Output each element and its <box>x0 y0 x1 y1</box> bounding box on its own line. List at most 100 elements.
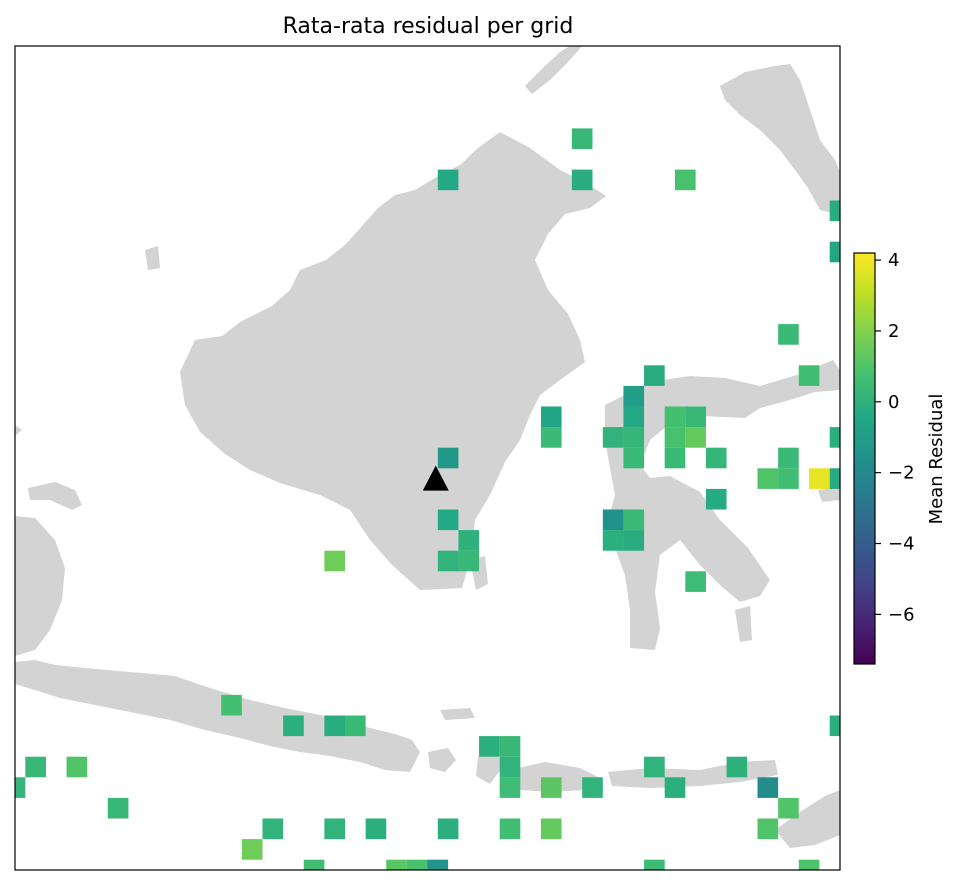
colorbar-tick-label: −2 <box>888 463 915 484</box>
land-sulawesi <box>605 360 840 650</box>
grid-cell <box>685 427 706 448</box>
grid-cell <box>623 427 645 448</box>
land-timor <box>775 790 840 848</box>
grid-cell <box>262 818 284 840</box>
grid-cell <box>499 756 521 778</box>
grid-cell <box>66 756 88 778</box>
colorbar-tick-label: 0 <box>888 392 899 413</box>
land-mindanao <box>720 64 840 215</box>
grid-cell <box>540 427 562 448</box>
grid-cells <box>15 128 840 886</box>
colorbar-tick-label: −6 <box>888 604 915 625</box>
grid-cell <box>829 427 840 448</box>
land-masses <box>15 46 840 848</box>
grid-cell <box>283 715 304 737</box>
grid-cell <box>499 777 521 798</box>
grid-cell <box>571 169 593 191</box>
colorbar-ticks: 4 2 0 −2 −4 −6 <box>875 250 915 625</box>
grid-cell <box>798 365 820 386</box>
grid-cell <box>809 468 830 489</box>
grid-cell <box>427 859 449 870</box>
grid-cell <box>757 777 779 798</box>
grid-cell <box>757 468 779 489</box>
grid-cell <box>778 880 799 886</box>
grid-cell <box>365 818 387 840</box>
colorbar-tick-label: 2 <box>888 321 899 342</box>
grid-cell <box>778 447 799 469</box>
land-bali <box>428 748 456 772</box>
grid-cell <box>479 736 500 757</box>
grid-cell <box>778 797 799 819</box>
land-halmahera-edge <box>15 425 22 436</box>
grid-cell <box>829 241 840 263</box>
grid-cell <box>829 468 840 489</box>
grid-cell <box>623 385 645 407</box>
grid-cell <box>499 736 521 757</box>
grid-cell <box>664 777 686 798</box>
grid-cell <box>571 128 593 150</box>
grid-cell <box>705 488 727 510</box>
grid-cell <box>778 468 799 489</box>
map-area <box>15 46 840 886</box>
grid-cell <box>437 169 459 191</box>
land-sumbawa <box>510 762 600 792</box>
grid-cell <box>303 859 325 870</box>
grid-cell <box>623 530 645 551</box>
grid-cell <box>540 818 562 840</box>
grid-cell <box>644 756 665 778</box>
grid-cell <box>458 530 480 551</box>
station-triangle-marker <box>422 465 449 491</box>
grid-cell <box>324 550 345 572</box>
map-title: Rata-rata residual per grid <box>283 14 574 39</box>
grid-cell <box>25 756 46 778</box>
grid-cell <box>623 447 645 469</box>
grid-cell <box>324 715 345 737</box>
grid-cell <box>829 200 840 222</box>
map-frame <box>14 45 841 871</box>
grid-cell <box>437 509 459 531</box>
grid-cell <box>437 550 459 572</box>
grid-cell <box>386 859 407 870</box>
grid-cell <box>664 447 686 469</box>
grid-cell <box>798 859 820 870</box>
land-bangka <box>28 482 82 510</box>
grid-cell <box>644 859 665 870</box>
grid-cell <box>644 365 665 386</box>
grid-cell <box>685 406 706 428</box>
grid-cell <box>345 715 366 737</box>
grid-cell <box>623 509 645 531</box>
colorbar-gradient <box>853 252 876 665</box>
land-madura <box>440 708 475 720</box>
grid-cell <box>829 715 840 737</box>
grid-cell <box>458 550 480 572</box>
grid-cell <box>726 756 748 778</box>
grid-cell <box>540 777 562 798</box>
colorbar-tick-label: −4 <box>888 534 915 555</box>
grid-cell <box>664 427 686 448</box>
grid-cell <box>778 324 799 345</box>
grid-cell <box>324 818 345 840</box>
land-palawan-edge <box>525 46 582 94</box>
colorbar-label: Mean Residual <box>926 394 947 525</box>
grid-cell <box>602 509 624 531</box>
land-borneo <box>180 132 606 590</box>
land-sula <box>818 486 840 502</box>
grid-cell <box>685 571 706 592</box>
land-sumatra-tip <box>15 516 65 656</box>
land-lombok <box>476 752 502 784</box>
grid-cell <box>582 777 603 798</box>
grid-cell <box>107 797 129 819</box>
land-natuna <box>145 246 160 270</box>
grid-cell <box>602 427 624 448</box>
colorbar: 4 2 0 −2 −4 −6 Mean Residual <box>853 250 947 665</box>
grid-cell <box>675 169 696 191</box>
land-java <box>15 660 420 772</box>
grid-cell <box>406 859 428 870</box>
grid-cell <box>15 777 26 798</box>
grid-cell <box>221 694 242 716</box>
grid-cell <box>757 818 779 840</box>
grid-cell <box>664 406 686 428</box>
grid-cell <box>437 818 459 840</box>
grid-cell <box>540 406 562 428</box>
